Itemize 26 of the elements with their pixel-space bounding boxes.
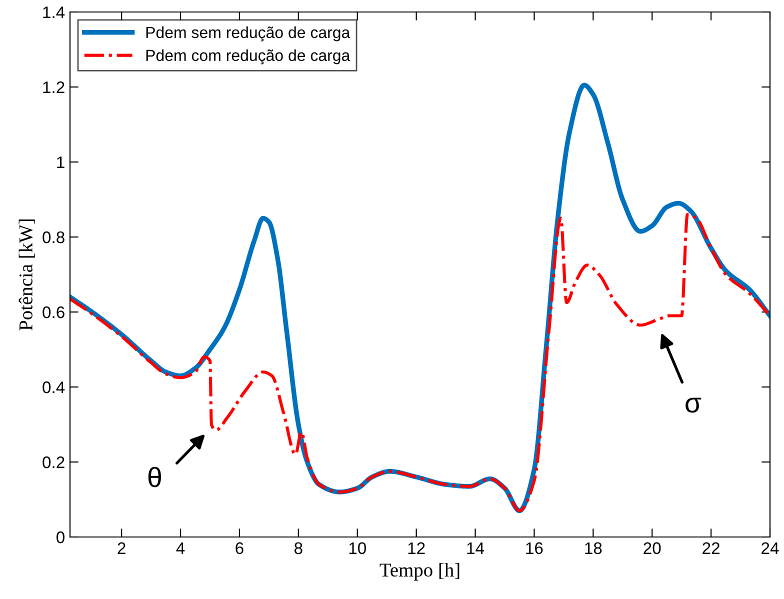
x-tick-label: 16 xyxy=(526,542,543,554)
y-axis-title: Potência [kW] xyxy=(18,220,35,330)
x-tick-label: 14 xyxy=(467,542,484,554)
x-tick-label: 24 xyxy=(762,542,779,554)
y-tick-label: 0.6 xyxy=(42,306,64,318)
x-tick-label: 4 xyxy=(176,542,185,554)
x-tick-label: 12 xyxy=(408,542,425,554)
legend-label: Pdem sem redução de carga xyxy=(146,26,350,42)
y-tick-label: 1.2 xyxy=(43,81,64,94)
x-tick-label: 8 xyxy=(294,542,302,554)
y-tick-label: 1 xyxy=(57,156,64,168)
legend-label: Pdem com redução de carga xyxy=(146,49,350,64)
y-tick-label: 0.2 xyxy=(42,456,64,468)
x-tick-label: 2 xyxy=(118,542,126,554)
x-tick-label: 22 xyxy=(702,542,720,554)
y-tick-label: 0.4 xyxy=(42,381,65,394)
y-tick-label: 0 xyxy=(56,531,64,544)
x-tick-label: 18 xyxy=(585,542,602,554)
annotation: θ xyxy=(148,466,161,488)
y-tick-label: 0.8 xyxy=(42,231,64,244)
y-tick-label: 1.4 xyxy=(43,6,65,18)
x-tick-label: 20 xyxy=(644,542,661,554)
x-tick-label: 10 xyxy=(349,542,366,554)
annotation: σ xyxy=(686,398,702,413)
x-tick-label: 6 xyxy=(236,542,244,554)
x-axis-title: Tempo [h] xyxy=(380,562,460,581)
